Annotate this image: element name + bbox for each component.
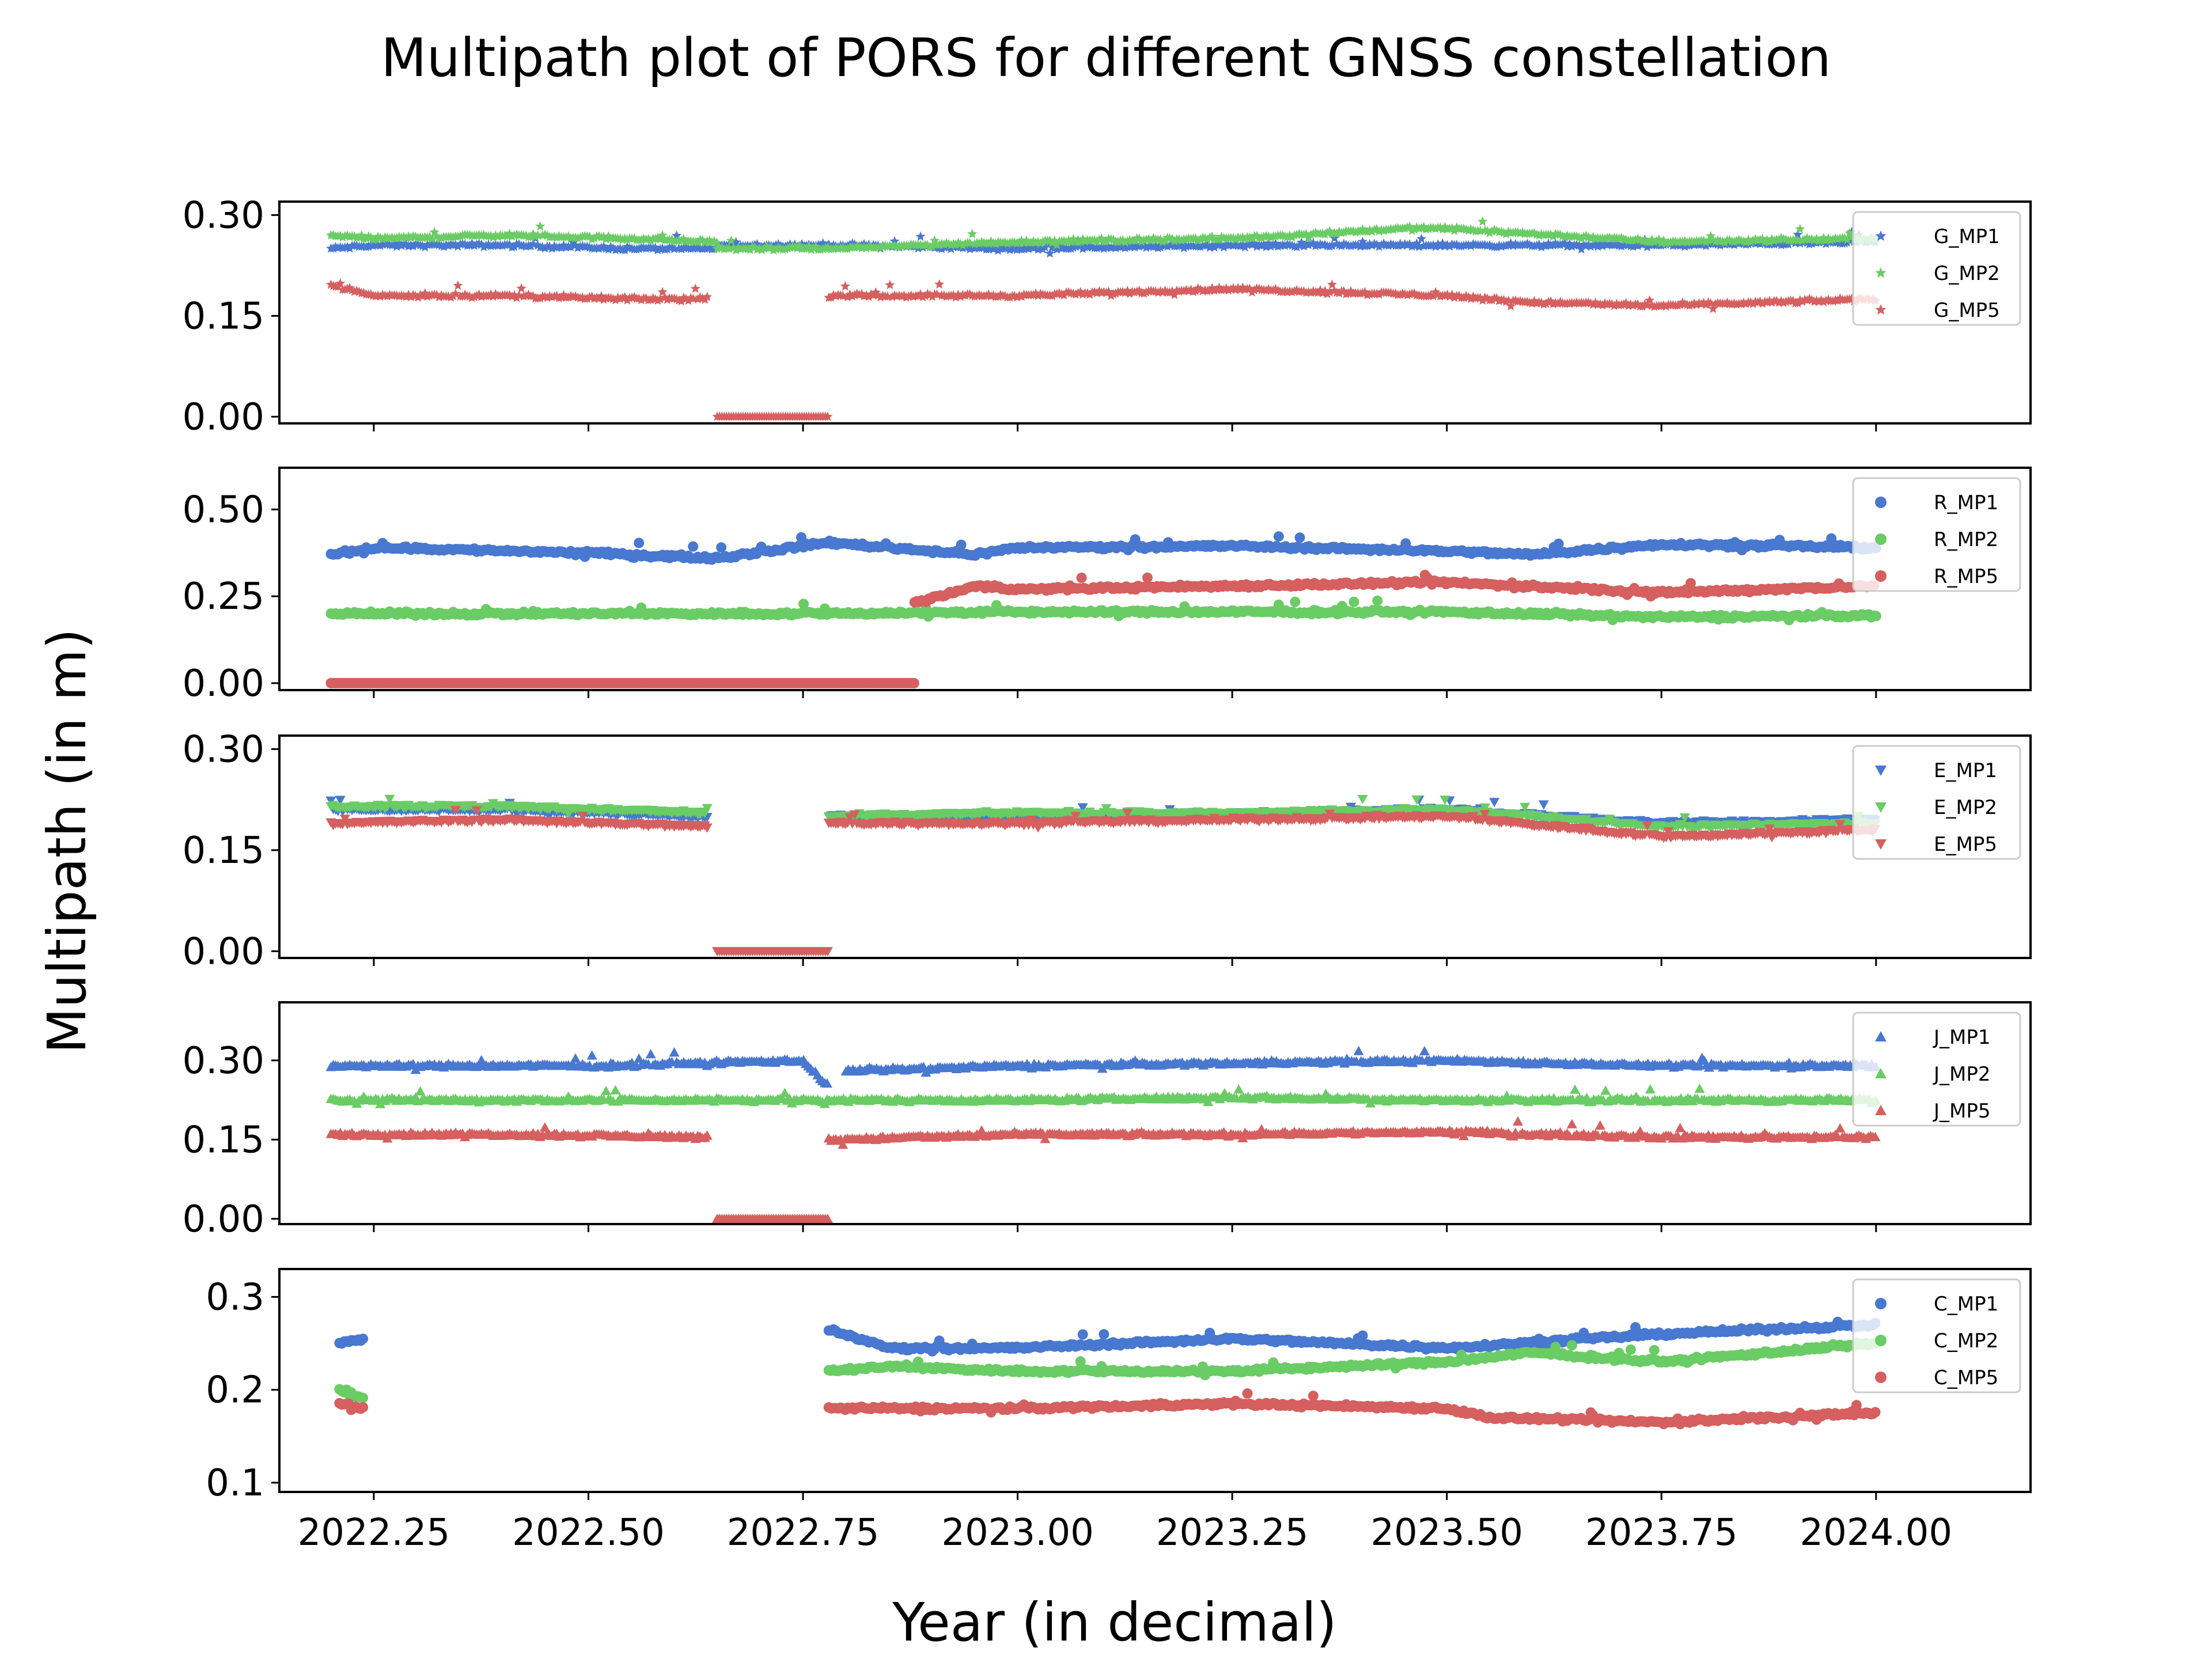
legend-marker xyxy=(1875,1068,1887,1078)
subplot-e: 0.00 0.15 0.30 E_MP1 E_MP2 E_MP5 xyxy=(183,728,2032,973)
legend-label: J_MP2 xyxy=(1933,1063,1991,1086)
legend-marker xyxy=(1875,1105,1887,1115)
x-axis-label: Year (in decimal) xyxy=(892,1592,1337,1653)
x-tick-label: 2023.50 xyxy=(1370,1512,1523,1554)
y-tick-label: 0.1 xyxy=(206,1462,264,1505)
subplot-stack: 0.00 0.15 0.30 G_MP1 G_MP2 G_MP5 0.00 0.25 0.50 R… xyxy=(183,194,2032,1554)
legend: C_MP1 C_MP2 C_MP5 xyxy=(1852,1278,2021,1393)
legend-marker xyxy=(1875,570,1887,582)
legend-label: G_MP1 xyxy=(1934,225,2000,248)
legend-box xyxy=(1852,1278,2021,1393)
series-c-mp2 xyxy=(334,1338,1881,1403)
legend: R_MP1 R_MP2 R_MP5 xyxy=(1852,477,2021,592)
series-e-mp5 xyxy=(325,806,1881,957)
legend-label: J_MP1 xyxy=(1933,1026,1991,1049)
x-tick-label: 2022.75 xyxy=(727,1512,880,1554)
series-r-mp2 xyxy=(325,595,1881,626)
y-tick-label: 0.15 xyxy=(183,1119,265,1161)
y-tick-label: 0.00 xyxy=(183,396,265,438)
legend: G_MP1 G_MP2 G_MP5 xyxy=(1852,211,2021,326)
chart-title: Multipath plot of PORS for different GNS… xyxy=(381,27,1831,89)
legend-label: R_MP1 xyxy=(1934,491,1998,514)
axes-frame xyxy=(278,1001,2032,1225)
x-tick-label: 2023.25 xyxy=(1156,1512,1309,1554)
legend-marker xyxy=(1875,267,1887,278)
legend-marker xyxy=(1875,766,1887,776)
x-tick-label: 2023.00 xyxy=(941,1512,1094,1554)
legend-label: E_MP2 xyxy=(1934,796,1997,819)
series-j-mp5 xyxy=(325,1116,1881,1224)
y-tick-label: 0.2 xyxy=(206,1369,264,1412)
series-c-mp1 xyxy=(334,1316,1881,1357)
legend-label: G_MP2 xyxy=(1934,262,2000,285)
y-tick-label: 0.30 xyxy=(183,728,265,771)
subplot-g: 0.00 0.15 0.30 G_MP1 G_MP2 G_MP5 xyxy=(183,194,2032,438)
y-tick-label: 0.00 xyxy=(183,1198,265,1241)
series-c-mp5 xyxy=(334,1388,1881,1430)
legend-label: C_MP2 xyxy=(1934,1330,1998,1353)
axes-frame xyxy=(278,734,2032,959)
x-tick-label: 2023.75 xyxy=(1585,1512,1738,1554)
legend-marker xyxy=(1875,497,1887,508)
y-tick-label: 0.00 xyxy=(183,662,265,705)
subplot-j: 0.00 0.15 0.30 J_MP1 J_MP2 J_MP5 xyxy=(183,1001,2032,1241)
legend-box xyxy=(1852,477,2021,592)
legend-marker xyxy=(1875,1335,1887,1346)
subplot-r: 0.00 0.25 0.50 R_MP1 R_MP2 R_MP5 xyxy=(183,467,2032,705)
axes-frame xyxy=(278,200,2032,425)
subplot-c: 0.1 0.2 0.3 2022.25 2022.50 2022.75 2023.00 202… xyxy=(206,1268,2032,1554)
y-tick-label: 0.50 xyxy=(183,488,265,531)
y-tick-label: 0.00 xyxy=(183,930,265,973)
legend-label: G_MP5 xyxy=(1934,299,2000,322)
legend-marker xyxy=(1875,230,1887,241)
legend-label: E_MP5 xyxy=(1934,833,1997,856)
legend-marker xyxy=(1875,304,1887,315)
series-g-mp5 xyxy=(325,278,1881,421)
y-axis-label: Multipath (in m) xyxy=(36,628,98,1054)
legend-label: C_MP1 xyxy=(1934,1293,1998,1316)
legend-label: E_MP1 xyxy=(1934,759,1997,782)
legend: E_MP1 E_MP2 E_MP5 xyxy=(1852,745,2021,860)
legend-label: R_MP2 xyxy=(1934,528,1998,551)
axes-frame xyxy=(278,467,2032,691)
legend-label: R_MP5 xyxy=(1934,565,1998,588)
legend-box xyxy=(1852,211,2021,326)
axes-frame xyxy=(278,1268,2032,1493)
legend-marker xyxy=(1875,1298,1887,1309)
legend-label: C_MP5 xyxy=(1934,1366,1998,1389)
legend-box xyxy=(1852,1012,2021,1127)
y-tick-label: 0.15 xyxy=(183,295,265,338)
y-tick-label: 0.25 xyxy=(183,575,265,618)
x-tick-label: 2022.50 xyxy=(512,1512,665,1554)
legend-marker xyxy=(1875,1031,1887,1041)
x-tick-label: 2022.25 xyxy=(298,1512,450,1554)
series-j-mp2 xyxy=(325,1083,1881,1108)
y-tick-label: 0.30 xyxy=(183,1040,265,1082)
legend-box xyxy=(1852,745,2021,860)
y-tick-label: 0.3 xyxy=(206,1276,264,1319)
legend-marker xyxy=(1875,1372,1887,1383)
legend-marker xyxy=(1875,802,1887,813)
y-tick-label: 0.15 xyxy=(183,830,265,872)
legend-marker xyxy=(1875,533,1887,545)
series-g-mp2 xyxy=(325,216,1881,255)
series-r-mp5 xyxy=(325,570,1880,688)
y-tick-label: 0.30 xyxy=(183,194,265,237)
x-tick-label: 2024.00 xyxy=(1800,1512,1952,1554)
legend: J_MP1 J_MP2 J_MP5 xyxy=(1852,1012,2021,1127)
legend-label: J_MP5 xyxy=(1933,1100,1991,1123)
legend-marker xyxy=(1875,839,1887,850)
